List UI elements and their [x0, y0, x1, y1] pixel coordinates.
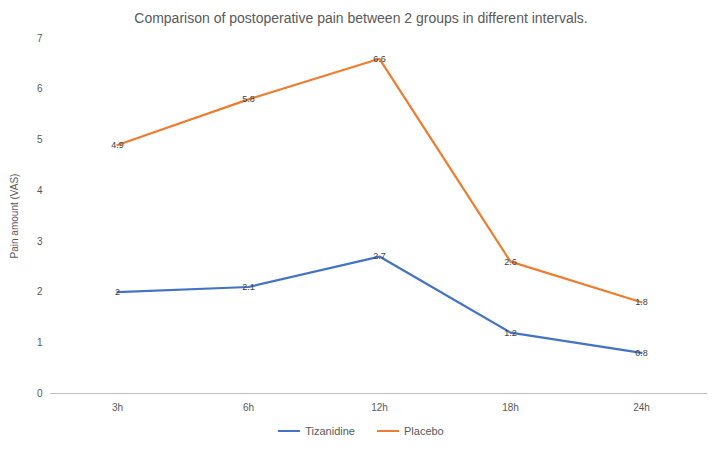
svg-text:3h: 3h [112, 402, 123, 413]
html-text:Placebo: Placebo [404, 425, 444, 437]
svg-text:24h: 24h [633, 402, 650, 413]
svg-text:4: 4 [37, 185, 43, 196]
svg-text:5: 5 [37, 134, 43, 145]
html-text:Tizanidine: Tizanidine [305, 425, 355, 437]
svg-text:12h: 12h [371, 402, 388, 413]
svg-text:0: 0 [37, 388, 43, 399]
svg-text:6.6: 6.6 [373, 54, 386, 64]
svg-text:1.2: 1.2 [504, 328, 517, 338]
svg-text:4.9: 4.9 [111, 140, 124, 150]
svg-text:18h: 18h [502, 402, 519, 413]
svg-text:0.8: 0.8 [635, 348, 648, 358]
svg-text:2.1: 2.1 [242, 282, 255, 292]
svg-text:2.7: 2.7 [373, 251, 386, 261]
svg-text:2.6: 2.6 [504, 257, 517, 267]
svg-text:6h: 6h [243, 402, 254, 413]
svg-text:2: 2 [115, 287, 120, 297]
svg-text:7: 7 [37, 33, 43, 44]
svg-text:2: 2 [37, 286, 43, 297]
svg-text:Pain amount (VAS): Pain amount (VAS) [9, 174, 20, 259]
svg-text:1.8: 1.8 [635, 297, 648, 307]
svg-text:6: 6 [37, 83, 43, 94]
svg-text:1: 1 [37, 337, 43, 348]
html-text:Comparison of postoperative pa: Comparison of postoperative pain between… [134, 10, 588, 26]
svg-text:5.8: 5.8 [242, 94, 255, 104]
svg-text:3: 3 [37, 236, 43, 247]
